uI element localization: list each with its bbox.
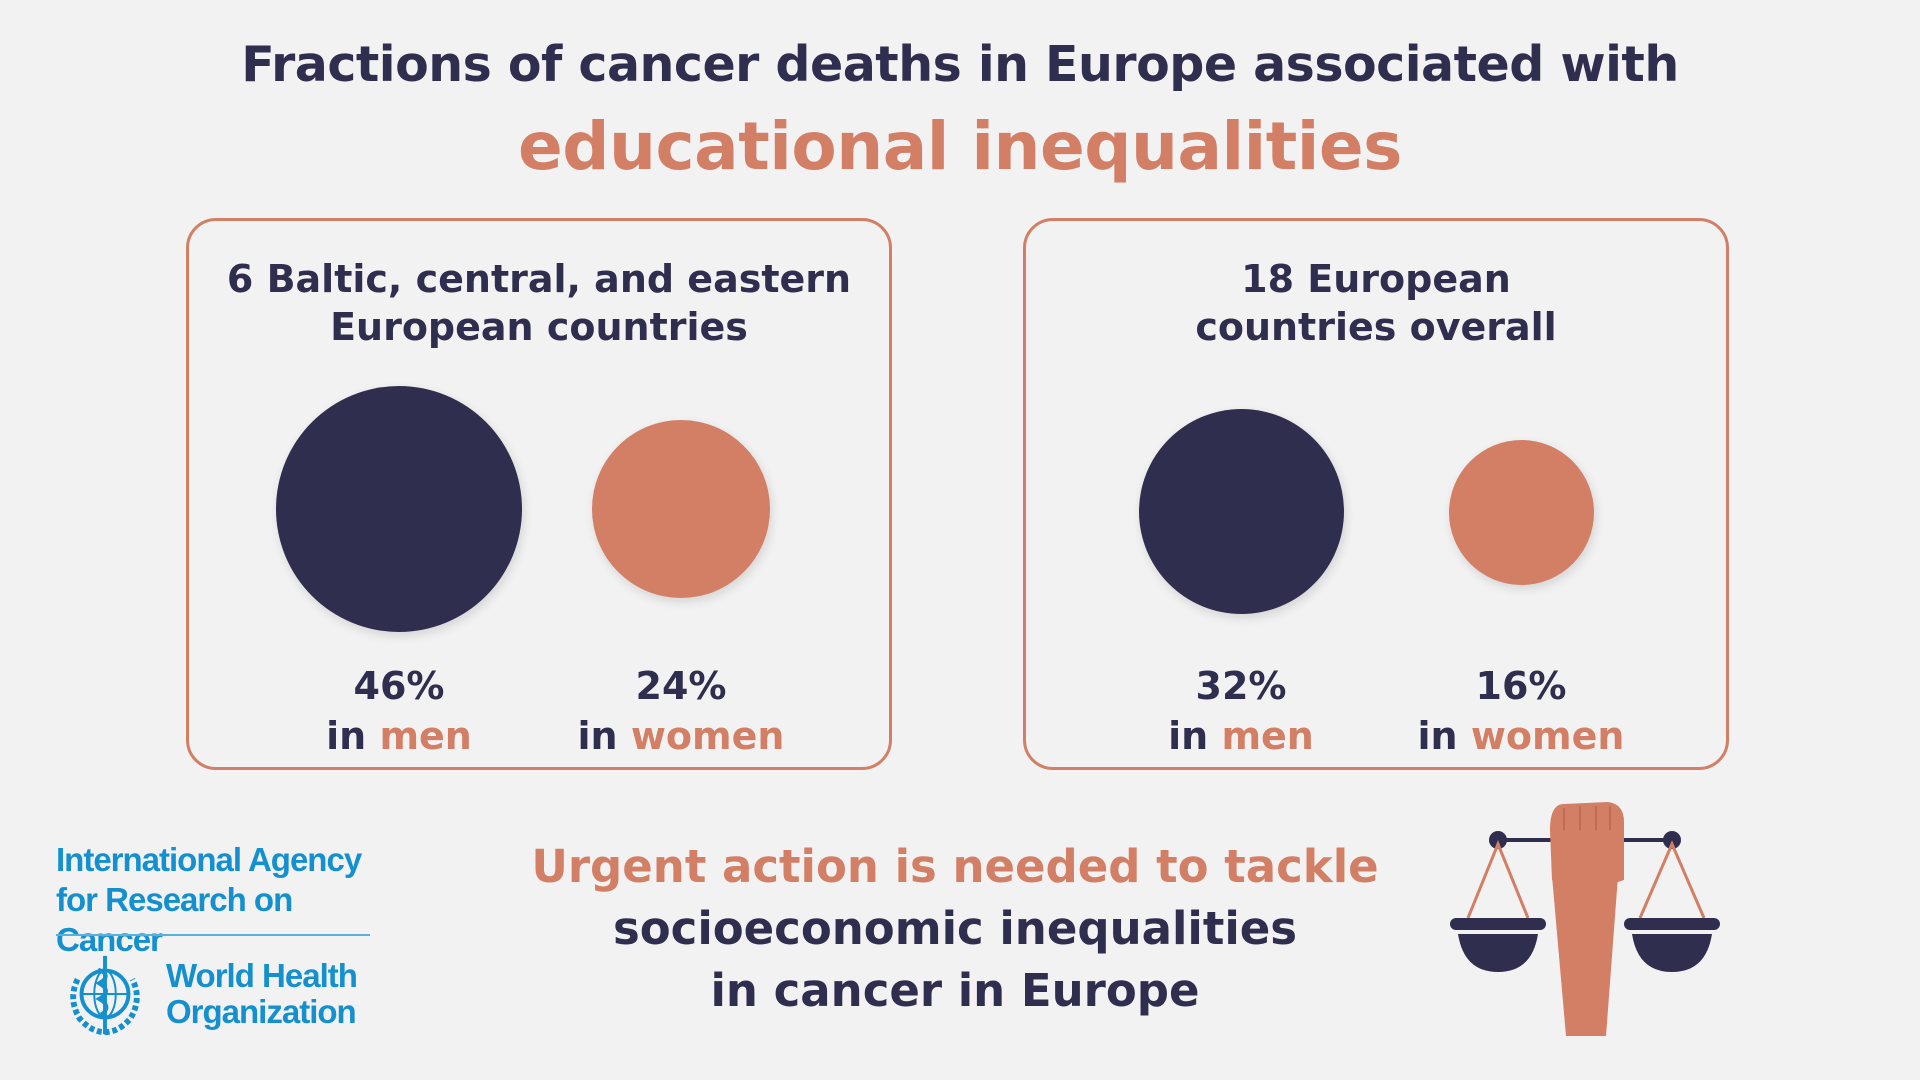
women-circle	[592, 420, 770, 598]
iarc-logo: International Agency for Research on Can…	[56, 840, 376, 960]
men-percentage: 46%	[353, 664, 445, 708]
panel-18-european: 18 European countries overall 32% in men…	[1023, 218, 1729, 770]
women-prefix: in	[1417, 714, 1458, 758]
men-circle	[276, 386, 522, 632]
who-logo: World Health Organization	[166, 958, 386, 1030]
women-label: women	[1470, 714, 1625, 758]
women-percentage: 16%	[1475, 664, 1567, 708]
who-logo-line-2: Organization	[166, 993, 357, 1030]
men-percentage: 32%	[1195, 664, 1287, 708]
panel-title-line-2: countries overall	[1195, 305, 1557, 349]
panel-title: 18 European countries overall	[1026, 255, 1726, 351]
justice-scales-icon	[1450, 802, 1720, 1036]
men-label: men	[1221, 714, 1314, 758]
men-prefix: in	[1168, 714, 1209, 758]
panel-title-line-1: 6 Baltic, central, and eastern	[226, 257, 852, 301]
women-prefix: in	[577, 714, 618, 758]
panel-title: 6 Baltic, central, and eastern European …	[189, 255, 889, 351]
cta-line-2: socioeconomic inequalities	[612, 902, 1298, 955]
panel-title-line-2: European countries	[330, 305, 748, 349]
women-circle	[1449, 440, 1594, 585]
call-to-action: Urgent action is needed to tackle socioe…	[460, 836, 1450, 1022]
cta-line-3: in cancer in Europe	[710, 964, 1200, 1017]
iarc-logo-line-2: for Research on Cancer	[56, 881, 293, 958]
panel-title-line-1: 18 European	[1241, 257, 1511, 301]
men-prefix: in	[326, 714, 367, 758]
women-stat: 24% in women	[561, 661, 801, 761]
title-line-1: Fractions of cancer deaths in Europe ass…	[241, 36, 1679, 93]
men-stat: 32% in men	[1121, 661, 1361, 761]
iarc-logo-line-1: International Agency	[56, 841, 362, 878]
who-logo-line-1: World Health	[166, 957, 358, 994]
men-stat: 46% in men	[279, 661, 519, 761]
logo-divider	[56, 934, 370, 936]
cta-line-1: Urgent action is needed to tackle	[531, 840, 1379, 893]
men-label: men	[379, 714, 472, 758]
women-label: women	[630, 714, 785, 758]
panel-baltic-central-eastern: 6 Baltic, central, and eastern European …	[186, 218, 892, 770]
women-stat: 16% in women	[1401, 661, 1641, 761]
men-circle	[1139, 409, 1344, 614]
women-percentage: 24%	[635, 664, 727, 708]
who-emblem-icon	[70, 955, 140, 1036]
title-line-2: educational inequalities	[518, 108, 1402, 185]
